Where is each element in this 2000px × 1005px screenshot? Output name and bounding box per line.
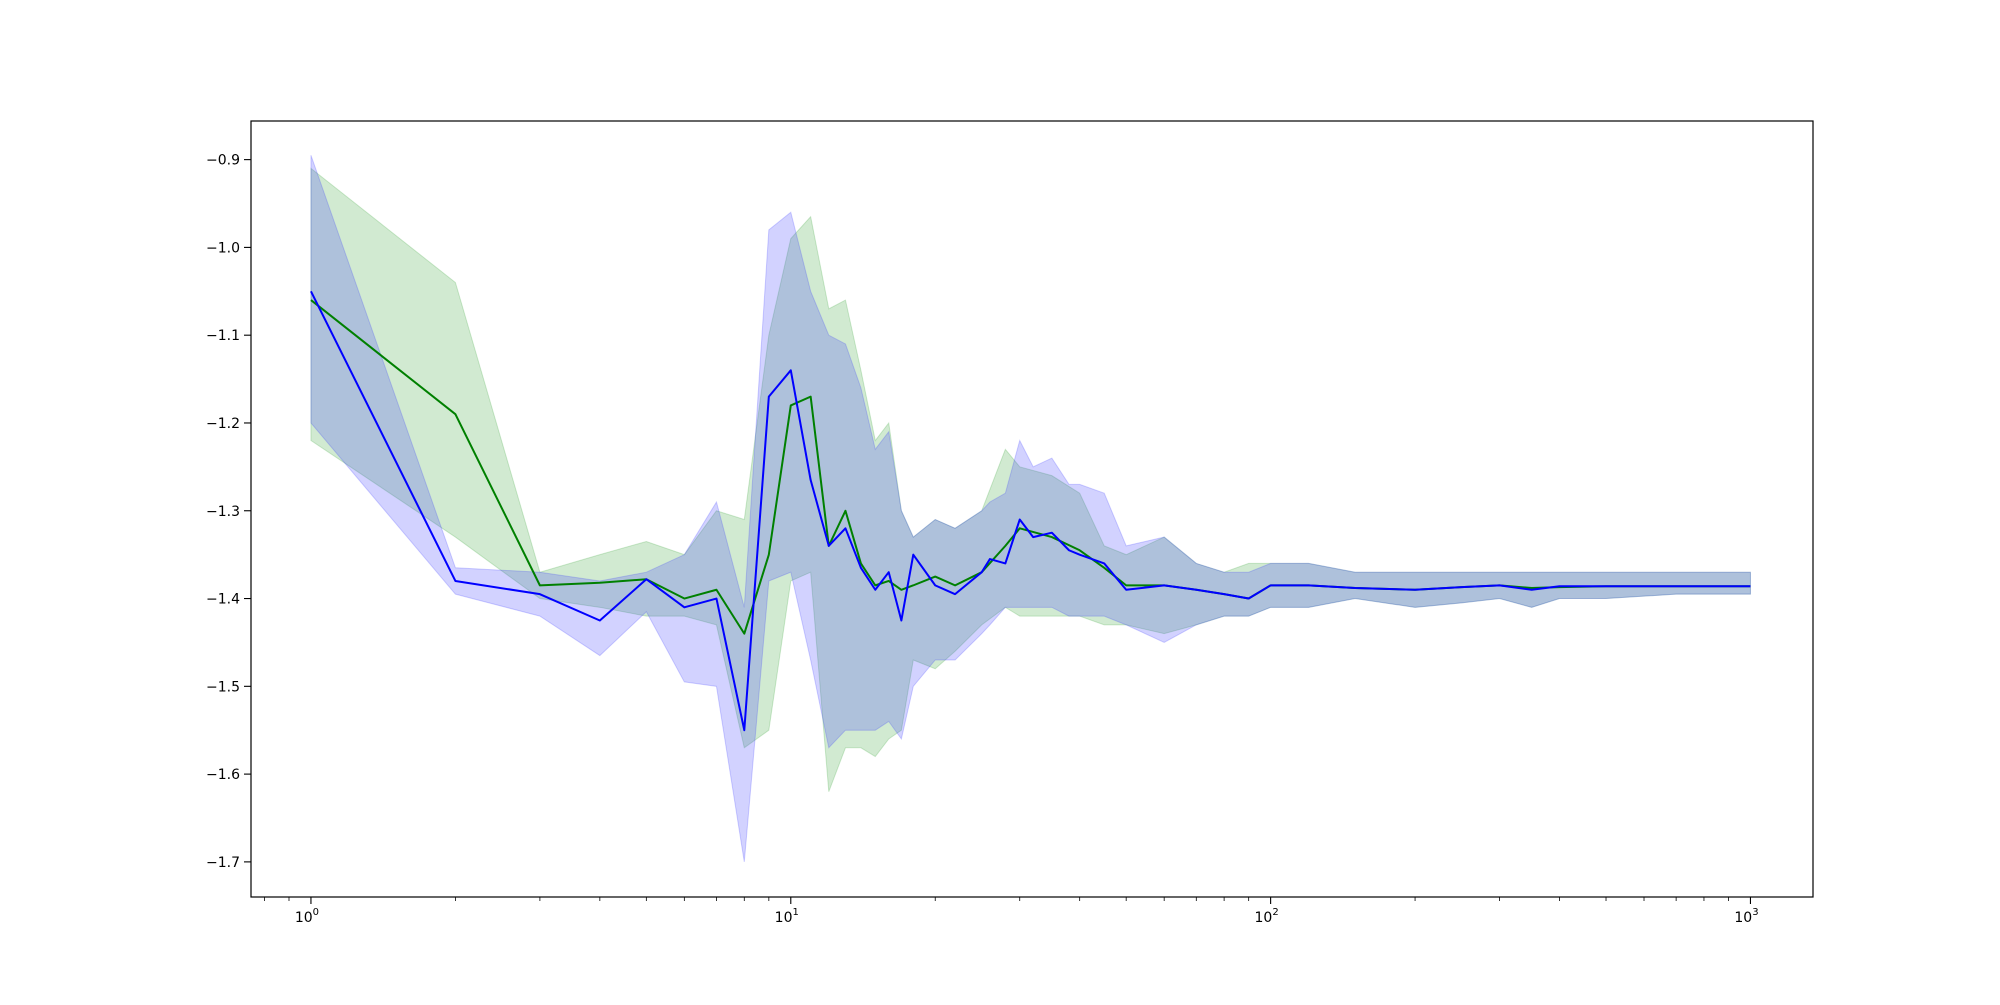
confidence-bands <box>310 155 1751 862</box>
y-tick-label: −1.6 <box>206 767 240 783</box>
x-tick-label: 101 <box>775 907 799 926</box>
series-2-band <box>310 155 1751 862</box>
series-lines <box>310 290 1751 732</box>
y-axis: −0.9 −1.0 −1.1 −1.2 −1.3 −1.4 −1.5 −1.6 −1.7 <box>206 153 251 871</box>
y-tick-label: −1.7 <box>206 855 240 871</box>
series-1-band <box>310 167 1751 792</box>
x-tick-label: 100 <box>295 907 319 926</box>
y-tick-label: −1.1 <box>206 328 240 344</box>
y-tick-label: −1.5 <box>206 679 240 695</box>
y-tick-label: −0.9 <box>206 153 240 169</box>
plot-frame <box>250 120 1814 898</box>
x-tick-label: 103 <box>1734 907 1758 926</box>
y-tick-label: −1.0 <box>206 240 240 256</box>
y-tick-label: −1.3 <box>206 504 240 520</box>
x-axis: 100 101 102 103 <box>264 897 1759 926</box>
y-tick-label: −1.2 <box>206 416 240 432</box>
y-tick-label: −1.4 <box>206 592 240 608</box>
series-2-line <box>310 290 1751 732</box>
x-tick-label: 102 <box>1255 907 1279 926</box>
